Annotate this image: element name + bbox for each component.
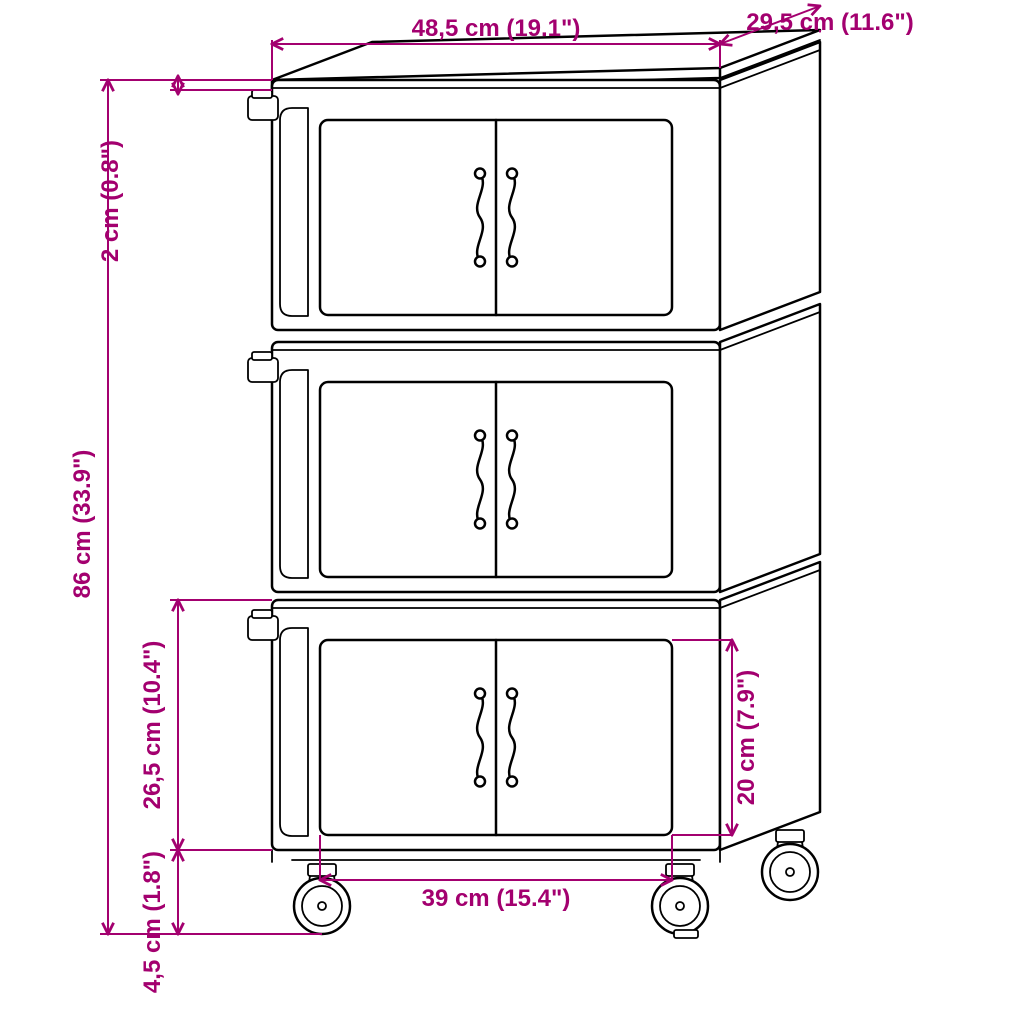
dim-tier-height: 26,5 cm (10.4") <box>139 641 166 810</box>
cabinet-dimension-diagram: 48,5 cm (19.1") 29,5 cm (11.6") 2 cm (0.8"… <box>0 0 1024 1024</box>
dim-width: 48,5 cm (19.1") <box>412 15 581 42</box>
dim-depth: 29,5 cm (11.6") <box>746 9 913 36</box>
dim-total-height: 86 cm (33.9") <box>69 450 96 599</box>
dim-door-height: 20 cm (7.9") <box>733 670 760 805</box>
dim-door-width: 39 cm (15.4") <box>422 885 571 912</box>
dim-top-thickness: 2 cm (0.8") <box>97 140 124 262</box>
dim-caster-height: 4,5 cm (1.8") <box>139 851 166 993</box>
